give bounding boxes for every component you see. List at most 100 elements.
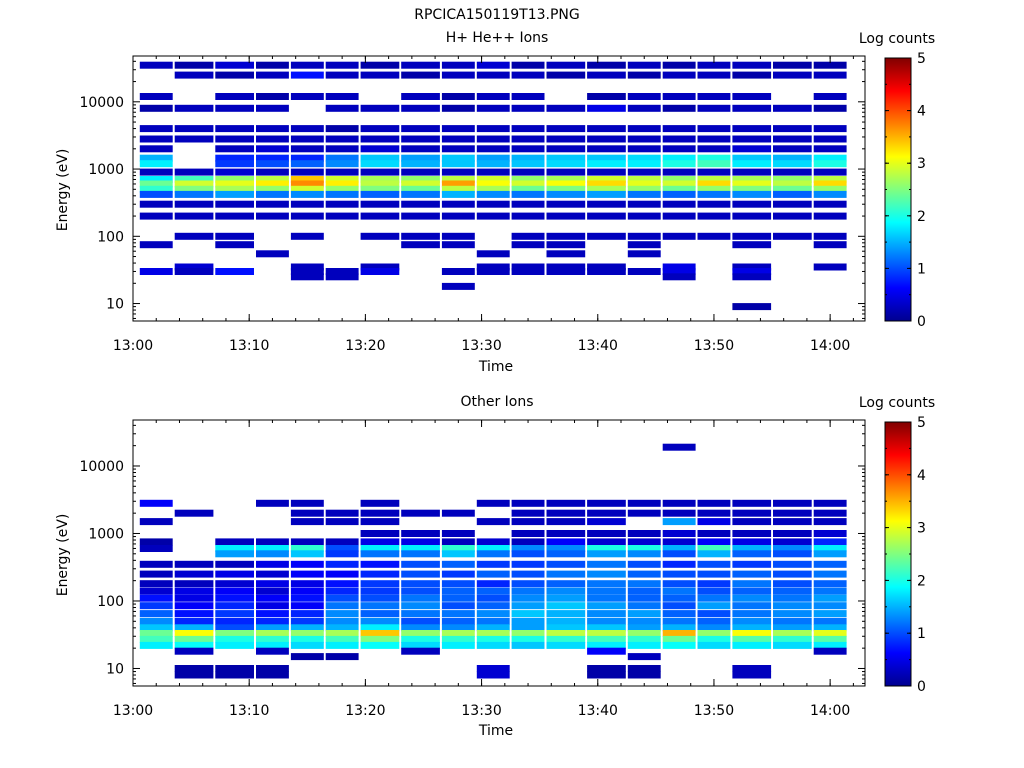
heatmap-cell bbox=[627, 154, 661, 162]
heatmap-cell bbox=[813, 176, 847, 183]
heatmap-cell bbox=[476, 635, 510, 643]
heatmap-cell bbox=[511, 587, 545, 595]
heatmap-cell bbox=[290, 617, 324, 625]
heatmap-cell bbox=[813, 587, 847, 595]
heatmap-cell bbox=[139, 160, 173, 168]
y-tick-label: 100 bbox=[97, 594, 124, 610]
heatmap-cell bbox=[813, 499, 847, 507]
heatmap-cell bbox=[401, 93, 440, 100]
heatmap-cell bbox=[256, 154, 289, 162]
heatmap-cell bbox=[813, 624, 847, 632]
heatmap-cell bbox=[511, 570, 545, 578]
heatmap-cell bbox=[697, 180, 731, 188]
heatmap-cell bbox=[256, 176, 289, 183]
heatmap-cell bbox=[256, 610, 289, 618]
heatmap-cell bbox=[360, 212, 400, 220]
heatmap-cell bbox=[441, 125, 475, 133]
heatmap-cell bbox=[813, 154, 847, 162]
heatmap-cell bbox=[325, 570, 359, 578]
heatmap-cell bbox=[215, 241, 254, 249]
heatmap-cell bbox=[401, 587, 440, 595]
heatmap-cell bbox=[773, 580, 812, 588]
heatmap-cell bbox=[546, 560, 586, 568]
heatmap-cell bbox=[732, 630, 772, 637]
heatmap-cell bbox=[290, 200, 324, 208]
heatmap-cell bbox=[511, 160, 545, 168]
heatmap-cell bbox=[441, 560, 475, 568]
heatmap-cell bbox=[476, 560, 510, 568]
heatmap-cell bbox=[174, 570, 214, 578]
heatmap-cell bbox=[290, 232, 324, 240]
heatmap-cell bbox=[360, 499, 400, 507]
heatmap-cell bbox=[697, 93, 731, 100]
heatmap-cell bbox=[174, 647, 214, 655]
heatmap-cell bbox=[174, 594, 214, 602]
heatmap-cell bbox=[773, 160, 812, 168]
heatmap-cell bbox=[813, 518, 847, 526]
heatmap-cell bbox=[627, 635, 661, 643]
heatmap-cell bbox=[325, 518, 359, 526]
heatmap-cell bbox=[360, 160, 400, 168]
heatmap-cell bbox=[441, 630, 475, 637]
heatmap-cell bbox=[215, 602, 254, 610]
heatmap-cell bbox=[325, 212, 359, 220]
heatmap-cell bbox=[732, 190, 772, 198]
heatmap-cell bbox=[441, 268, 475, 275]
heatmap-cell bbox=[360, 71, 400, 79]
heatmap-cell bbox=[139, 560, 173, 568]
heatmap-cell bbox=[139, 104, 173, 112]
heatmap-cell bbox=[476, 268, 510, 275]
heatmap-cell bbox=[290, 71, 324, 79]
heatmap-cell bbox=[662, 200, 696, 208]
heatmap-cell bbox=[546, 190, 586, 198]
heatmap-cell bbox=[360, 180, 400, 188]
heatmap-cell bbox=[813, 617, 847, 625]
heatmap-cell bbox=[325, 550, 359, 558]
heatmap-cell bbox=[587, 635, 626, 643]
heatmap-cell bbox=[441, 160, 475, 168]
heatmap-cell bbox=[662, 624, 696, 632]
heatmap-cell bbox=[401, 641, 440, 649]
heatmap-cell bbox=[773, 212, 812, 220]
colorbar-tick-label: 4 bbox=[917, 468, 926, 484]
heatmap-cell bbox=[256, 538, 289, 546]
heatmap-cell bbox=[627, 71, 661, 79]
heatmap-cell bbox=[662, 125, 696, 133]
heatmap-cell bbox=[587, 232, 626, 240]
heatmap-cell bbox=[290, 93, 324, 100]
heatmap-cell bbox=[290, 560, 324, 568]
heatmap-cell bbox=[215, 232, 254, 240]
colorbar-label: Log counts bbox=[859, 31, 935, 47]
heatmap-cell bbox=[627, 160, 661, 168]
heatmap-cell bbox=[813, 530, 847, 537]
heatmap-cell bbox=[627, 180, 661, 188]
heatmap-cell bbox=[290, 518, 324, 526]
heatmap-cell bbox=[325, 624, 359, 632]
heatmap-cell bbox=[546, 212, 586, 220]
heatmap-cell bbox=[732, 560, 772, 568]
heatmap-cell bbox=[546, 530, 586, 537]
heatmap-cell bbox=[627, 176, 661, 183]
heatmap-cell bbox=[662, 180, 696, 188]
heatmap-cell bbox=[401, 530, 440, 537]
colorbar-ticks: 0 1 2 3 4 5 bbox=[885, 51, 926, 330]
heatmap-cell bbox=[215, 154, 254, 162]
heatmap-cell bbox=[813, 641, 847, 649]
heatmap-cell bbox=[325, 93, 359, 100]
heatmap-cell bbox=[813, 580, 847, 588]
heatmap-cell bbox=[813, 200, 847, 208]
heatmap-cell bbox=[441, 135, 475, 143]
heatmap-cell bbox=[732, 303, 772, 311]
heatmap-cell bbox=[290, 538, 324, 546]
heatmap-cell bbox=[546, 176, 586, 183]
heatmap-cell bbox=[139, 190, 173, 198]
heatmap-cell bbox=[546, 71, 586, 79]
heatmap-cell bbox=[401, 635, 440, 643]
heatmap-cell bbox=[290, 145, 324, 153]
heatmap-cell bbox=[546, 610, 586, 618]
x-tick-label: 14:00 bbox=[810, 338, 850, 354]
heatmap-cell bbox=[476, 641, 510, 649]
heatmap-cell bbox=[627, 168, 661, 176]
heatmap-cell bbox=[290, 499, 324, 507]
colorbar-label: Log counts bbox=[859, 395, 935, 411]
